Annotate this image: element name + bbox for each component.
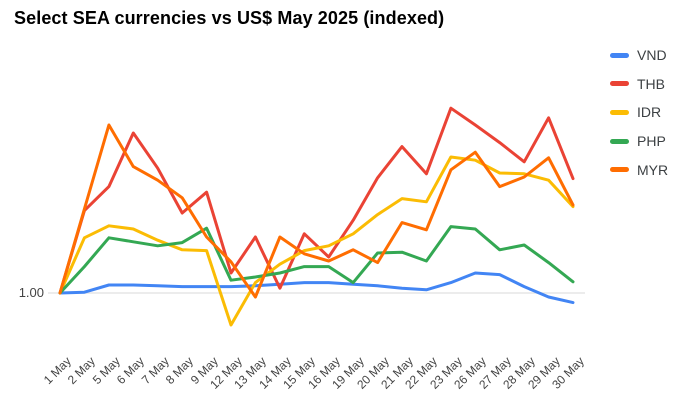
legend-label-myr: MYR bbox=[637, 161, 669, 178]
legend-item-thb[interactable]: THB bbox=[610, 76, 668, 92]
php-series-swatch-icon bbox=[610, 138, 629, 144]
legend-item-idr[interactable]: IDR bbox=[610, 104, 668, 120]
legend-label-thb: THB bbox=[637, 75, 665, 92]
legend-label-idr: IDR bbox=[637, 104, 662, 121]
series-line-php[interactable] bbox=[58, 225, 575, 295]
idr-series-swatch-icon bbox=[610, 109, 629, 115]
series-line-myr[interactable] bbox=[58, 123, 575, 299]
legend-item-vnd[interactable]: VND bbox=[610, 47, 668, 63]
series-line-thb[interactable] bbox=[58, 106, 575, 295]
legend-item-myr[interactable]: MYR bbox=[610, 162, 668, 178]
legend-label-vnd: VND bbox=[637, 47, 667, 63]
legend-item-php[interactable]: PHP bbox=[610, 133, 668, 149]
thb-series-swatch-icon bbox=[610, 81, 629, 87]
series-line-vnd[interactable] bbox=[58, 271, 575, 305]
series-line-idr[interactable] bbox=[58, 155, 575, 327]
vnd-series-swatch-icon bbox=[610, 52, 629, 58]
y-axis-tick-label: 1.00 bbox=[18, 285, 44, 300]
chart-title: Select SEA currencies vs US$ May 2025 (i… bbox=[14, 8, 445, 28]
myr-series-swatch-icon bbox=[610, 167, 629, 173]
legend: VND THB IDR PHP MYR bbox=[610, 47, 668, 190]
legend-label-php: PHP bbox=[637, 133, 666, 150]
